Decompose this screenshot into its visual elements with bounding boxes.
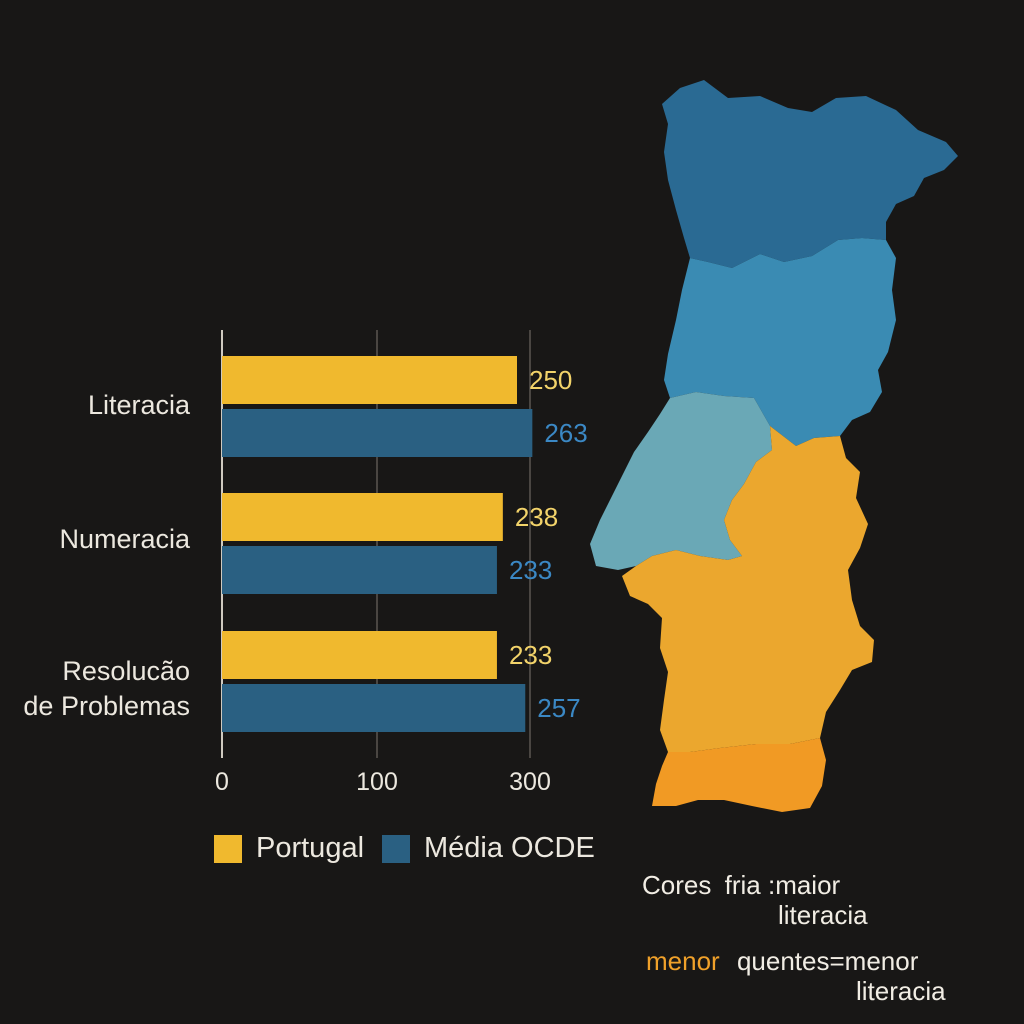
x-tick-label-100: 100 xyxy=(356,768,398,796)
bar-ocde-0 xyxy=(222,409,533,457)
bar-portugal-0 xyxy=(222,356,517,404)
map-region-centre xyxy=(664,238,896,446)
map-note-line2: literacia xyxy=(778,900,868,930)
data-label-ocde-0: 263 xyxy=(544,418,587,448)
bar-portugal-1 xyxy=(222,493,503,541)
map-region-alentejo xyxy=(622,426,874,752)
note-fria: fria xyxy=(724,870,761,900)
data-label-portugal-1: 238 xyxy=(515,502,558,532)
legend-label-ocde: Média OCDE xyxy=(424,832,595,864)
note-colon: : xyxy=(767,870,776,900)
category-label-literacia: Literacia xyxy=(87,390,190,420)
chart-legend: Portugal Média OCDE xyxy=(214,832,595,865)
map-note-line1: Cores fria :maior xyxy=(642,868,840,902)
legend-label-portugal: Portugal xyxy=(256,832,365,864)
note-quentes: quentes xyxy=(736,946,830,976)
legend-swatch-ocde xyxy=(382,834,411,863)
bar-portugal-2 xyxy=(222,631,497,679)
bar-ocde-2 xyxy=(222,684,526,732)
note-cores: Cores xyxy=(642,870,712,900)
note-menor: menor xyxy=(844,946,919,976)
data-label-ocde-1: 233 xyxy=(509,555,552,585)
data-label-portugal-0: 250 xyxy=(529,365,572,395)
data-label-ocde-2: 257 xyxy=(537,693,580,723)
map-region-algarve xyxy=(652,738,826,812)
legend-swatch-portugal xyxy=(214,834,242,863)
note-maior: maior xyxy=(775,870,841,900)
note-menor-warm: menor xyxy=(646,946,720,976)
x-tick-label-0: 0 xyxy=(215,768,229,796)
map-region-lisbon-coast xyxy=(590,392,772,570)
data-label-portugal-2: 233 xyxy=(509,640,552,670)
map-region-north xyxy=(662,80,958,268)
note-equals: = xyxy=(829,946,845,976)
map-note-line3: menor quentes=menor xyxy=(646,944,918,978)
category-label-numeracia: Numeracia xyxy=(59,524,190,554)
map-note-line4: literacia xyxy=(856,976,946,1006)
x-tick-label-300: 300 xyxy=(509,768,551,796)
bar-ocde-1 xyxy=(222,546,497,594)
category-label-resolucao: Resolucão de Problemas xyxy=(23,656,190,721)
